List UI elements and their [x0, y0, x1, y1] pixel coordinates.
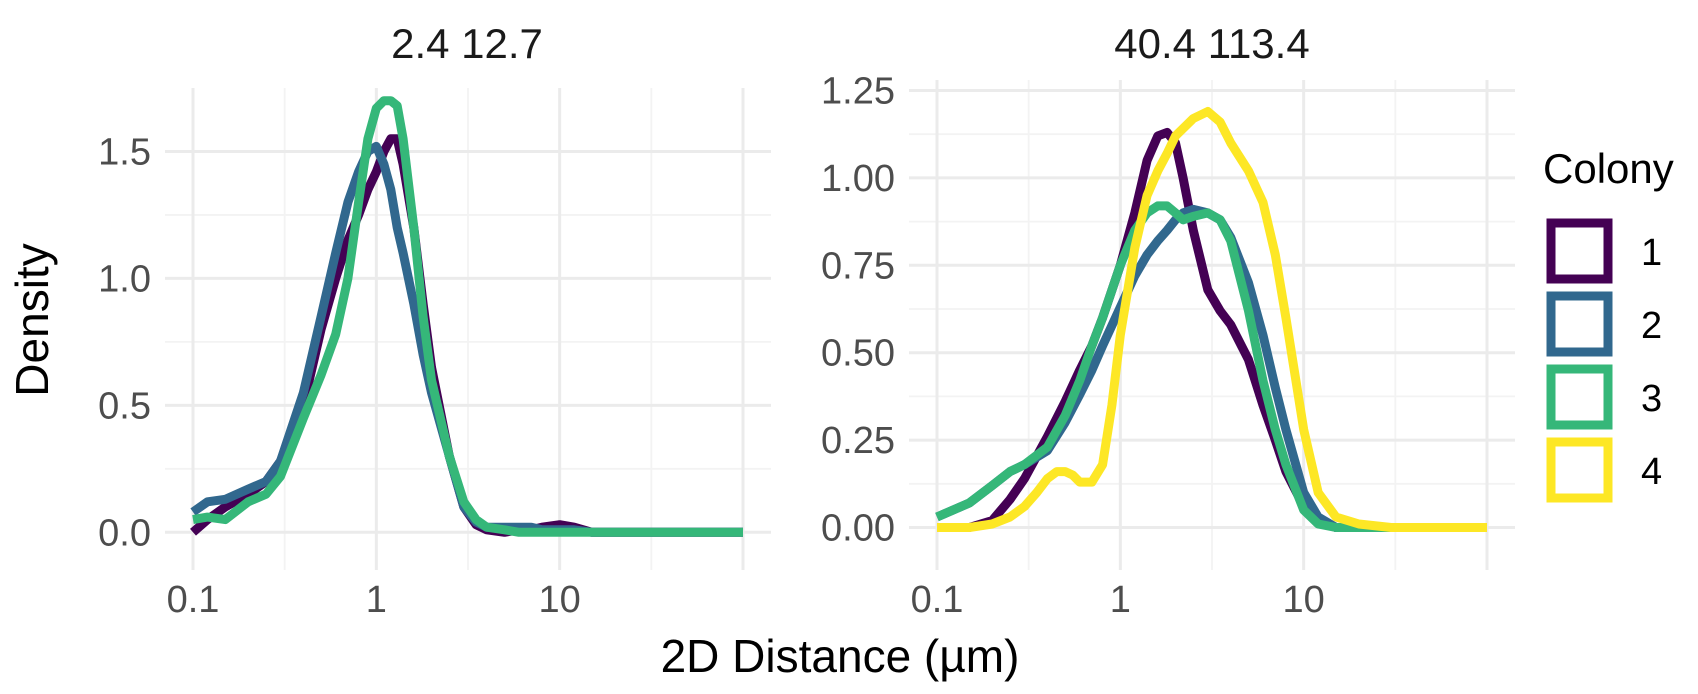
panel-1-series [190, 96, 743, 537]
y-tick-label: 1.25 [821, 70, 895, 112]
panel-2-series [935, 107, 1487, 532]
y-tick-label: 0.50 [821, 333, 895, 375]
panel-1: 2.4 12.7 0.1 1 10 0.0 0.5 1.0 1.5 [98, 20, 771, 621]
y-tick-label: 1.00 [821, 158, 895, 200]
legend-key-colony-4 [1546, 437, 1613, 503]
y-tick-label: 0.25 [821, 420, 895, 462]
legend-label-colony-4: 4 [1641, 451, 1662, 493]
legend-key-colony-2 [1546, 291, 1613, 357]
y-tick-label: 1.0 [98, 258, 151, 300]
series-line-colony-3 [935, 201, 1487, 532]
y-tick-label: 0.75 [821, 245, 895, 287]
legend-title: Colony [1543, 145, 1674, 192]
y-tick-label: 0.0 [98, 512, 151, 554]
series-line-colony-3 [192, 96, 743, 537]
legend-entries: 1 2 3 4 [1546, 218, 1662, 503]
x-tick-label: 1 [366, 579, 387, 621]
x-tick-label: 10 [539, 579, 581, 621]
legend-label-colony-3: 3 [1641, 378, 1662, 420]
legend-label-colony-1: 1 [1641, 232, 1662, 274]
panel-2-ticks: 0.1 1 10 0.00 0.25 0.50 0.75 1.00 1.25 [821, 70, 1325, 621]
panel-1-ticks: 0.1 1 10 0.0 0.5 1.0 1.5 [98, 131, 581, 621]
y-tick-label: 0.00 [821, 508, 895, 550]
legend-key-colony-1 [1546, 218, 1613, 284]
panel-2-title: 40.4 113.4 [1114, 20, 1309, 67]
x-tick-label: 0.1 [167, 579, 220, 621]
y-tick-label: 0.5 [98, 385, 151, 427]
x-axis-title: 2D Distance (µm) [661, 630, 1020, 682]
panel-2-grid [909, 80, 1515, 570]
x-tick-label: 10 [1283, 579, 1325, 621]
legend-key-colony-3 [1546, 364, 1613, 430]
y-tick-label: 1.5 [98, 131, 151, 173]
x-tick-label: 0.1 [911, 579, 964, 621]
panel-1-grid [165, 88, 771, 570]
legend: Colony 1 2 3 4 [1543, 145, 1674, 503]
y-axis-title: Density [6, 243, 58, 396]
x-tick-label: 1 [1110, 579, 1131, 621]
series-line-colony-4 [937, 107, 1487, 532]
panel-2: 40.4 113.4 0.1 1 10 0.00 0.25 0.50 0.75 1.00 1.2… [821, 20, 1515, 621]
panel-1-title: 2.4 12.7 [391, 20, 543, 67]
legend-label-colony-2: 2 [1641, 305, 1662, 347]
